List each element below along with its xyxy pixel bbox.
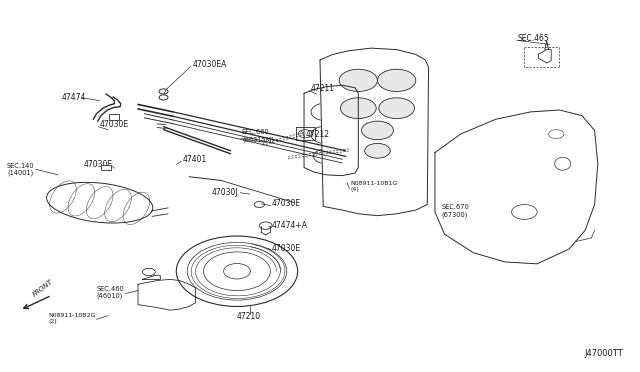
Text: 47030E: 47030E [272, 199, 301, 208]
Circle shape [339, 69, 378, 92]
Text: 47210: 47210 [237, 312, 261, 321]
Text: SEC.660
(66315M): SEC.660 (66315M) [242, 129, 274, 143]
Text: FRONT: FRONT [31, 279, 54, 298]
Circle shape [379, 98, 415, 119]
Polygon shape [435, 110, 598, 264]
Text: 47211: 47211 [310, 84, 335, 93]
Circle shape [365, 143, 390, 158]
Bar [109, 115, 120, 121]
Text: SEC.465: SEC.465 [518, 34, 550, 43]
Circle shape [311, 126, 342, 144]
Circle shape [143, 268, 156, 276]
Polygon shape [320, 48, 429, 216]
Text: 47474: 47474 [61, 93, 86, 102]
Text: 47474+A: 47474+A [272, 221, 308, 230]
Polygon shape [143, 276, 161, 279]
Text: 47030J: 47030J [211, 188, 238, 197]
Polygon shape [138, 279, 195, 310]
Bar [101, 164, 111, 170]
Text: N08911-10B2G
(2): N08911-10B2G (2) [49, 313, 96, 324]
Text: 47212: 47212 [306, 130, 330, 140]
Circle shape [340, 98, 376, 119]
Text: 47030E: 47030E [84, 160, 113, 169]
Circle shape [159, 89, 168, 94]
Text: 47401: 47401 [182, 155, 207, 164]
Text: SEC.460
(46010): SEC.460 (46010) [97, 286, 124, 299]
Circle shape [378, 69, 416, 92]
Circle shape [311, 103, 342, 121]
Circle shape [254, 202, 264, 208]
Circle shape [159, 95, 168, 100]
Text: J47000TT: J47000TT [584, 349, 623, 358]
Circle shape [259, 222, 272, 230]
Circle shape [176, 236, 298, 307]
Circle shape [362, 121, 394, 140]
Text: 47030E: 47030E [100, 121, 129, 129]
Text: SEC.670
(67300): SEC.670 (67300) [442, 205, 469, 218]
Text: 47030E: 47030E [272, 244, 301, 253]
Circle shape [314, 149, 339, 164]
Circle shape [259, 246, 269, 252]
Circle shape [341, 182, 350, 187]
Text: N08911-10B1G
(4): N08911-10B1G (4) [351, 181, 398, 192]
Text: 47030EA: 47030EA [192, 60, 227, 69]
Polygon shape [304, 85, 358, 176]
Text: SEC.140
(14001): SEC.140 (14001) [7, 163, 35, 176]
